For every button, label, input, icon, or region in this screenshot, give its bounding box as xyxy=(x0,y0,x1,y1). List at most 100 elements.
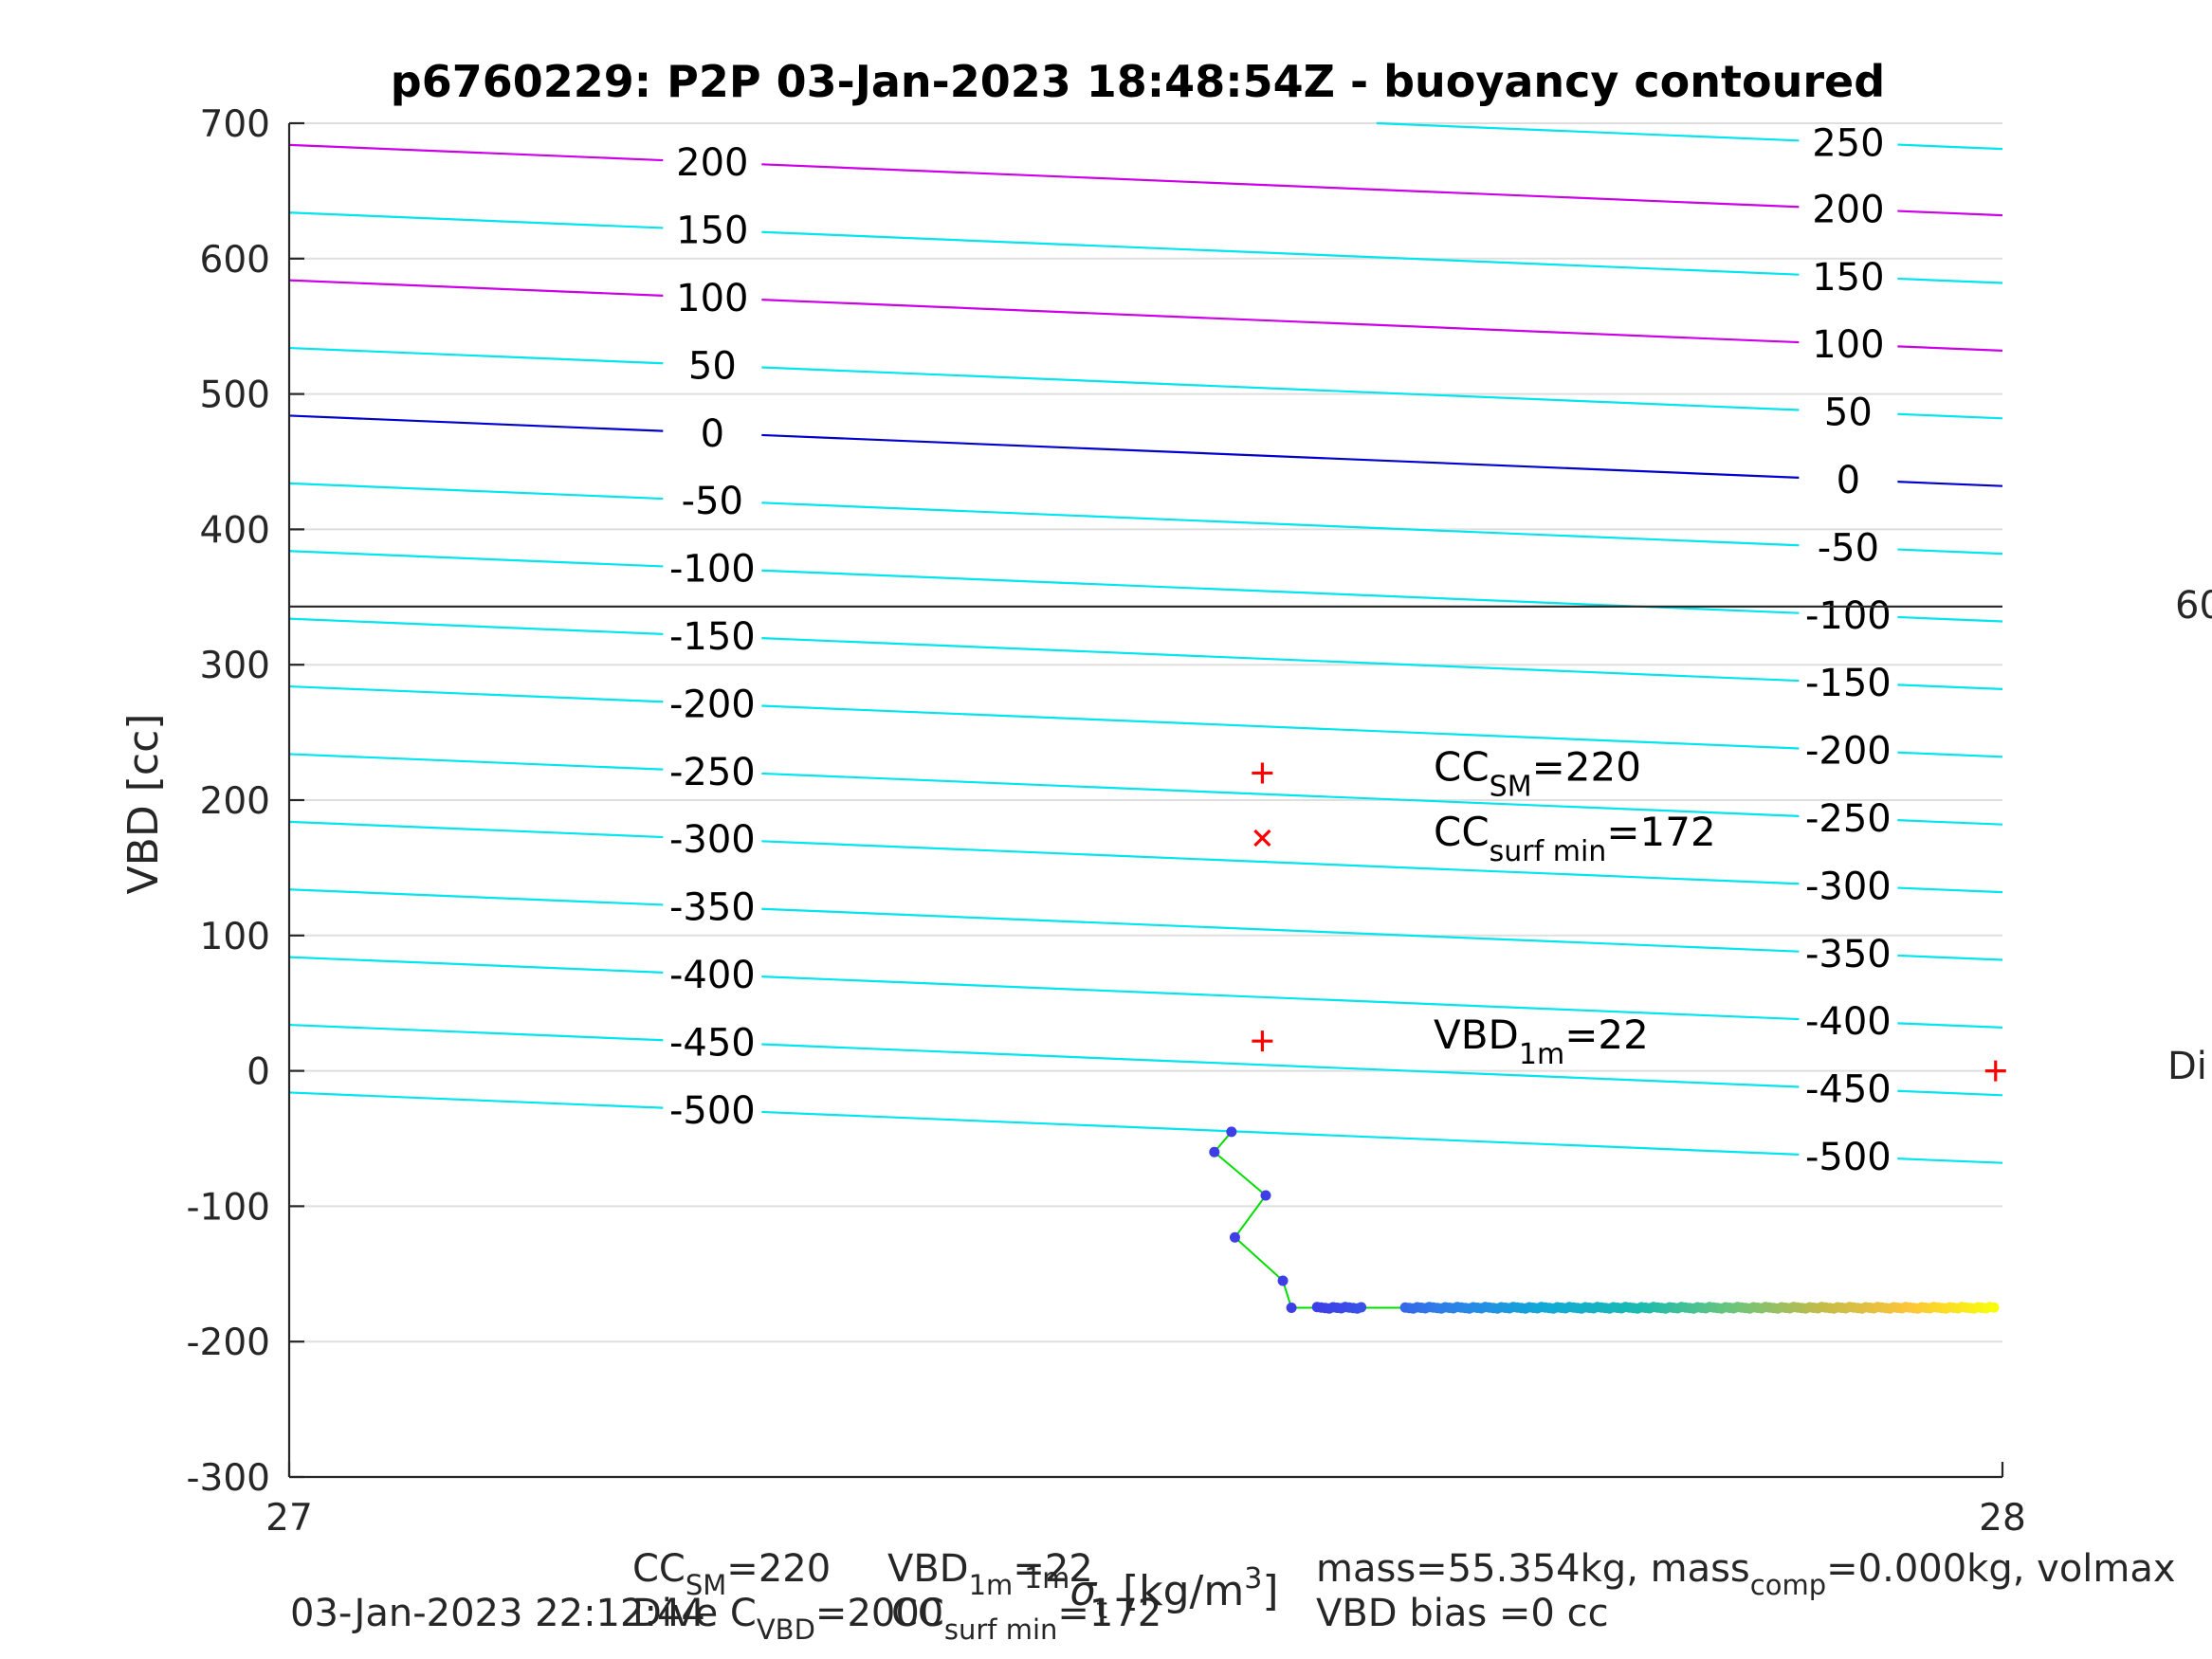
contour-label: -50 xyxy=(682,480,743,523)
contour-line xyxy=(1897,481,2003,487)
plus-marker xyxy=(1252,1030,1273,1052)
contour-line xyxy=(761,433,1800,479)
contour-line xyxy=(1376,121,1800,142)
footer-vbd-bias: VBD bias =0 cc xyxy=(1316,1592,1609,1635)
contour-line xyxy=(1897,615,2003,623)
contour-line xyxy=(761,163,1800,209)
x-axis-label-sub: t xyxy=(1096,1593,1107,1626)
contour-line xyxy=(288,684,664,703)
contour-line xyxy=(761,230,1800,276)
contour-label: 200 xyxy=(676,141,748,185)
contour-label: 50 xyxy=(1824,392,1873,435)
contour-label: 0 xyxy=(701,412,724,456)
contour-line xyxy=(1897,210,2003,217)
data-point xyxy=(1229,1231,1240,1243)
x-axis-label-unit: [kg/m xyxy=(1123,1567,1244,1615)
x-axis-label-unit-close: ] xyxy=(1262,1567,1278,1615)
contour-label: 150 xyxy=(676,210,748,253)
contour-label: 100 xyxy=(1812,323,1884,367)
footer-cc-surf-min: CCsurf min=172 xyxy=(891,1592,1161,1646)
contour-label: -300 xyxy=(669,818,756,862)
footer-vbd: VBD1m=22 xyxy=(887,1547,1093,1601)
markers: CCSM=220 CCsurf min=172 VBD1m=22 xyxy=(1252,743,2006,1082)
clipped-label-bottom: Di xyxy=(2167,1045,2207,1088)
contour-line xyxy=(761,840,1800,885)
contour-line xyxy=(288,888,664,906)
y-tick-label: 500 xyxy=(200,374,270,417)
contour-line xyxy=(761,704,1800,750)
contour-label: -250 xyxy=(669,751,756,794)
footer-dive-c-vbd: Dive CVBD=2000 xyxy=(632,1592,943,1646)
plus-marker xyxy=(1252,762,1273,784)
contour-label: -400 xyxy=(669,954,756,997)
contour-label: -50 xyxy=(1818,526,1879,570)
contour-line xyxy=(1897,1158,2003,1164)
footer-timestamp: 03-Jan-2023 22:12:44 xyxy=(290,1592,705,1635)
contour-line xyxy=(1897,143,2003,151)
y-tick-label: 400 xyxy=(200,509,270,552)
y-tick-label: -300 xyxy=(186,1457,270,1500)
contour-label: 0 xyxy=(1837,459,1860,502)
chart-title: p6760229: P2P 03-Jan-2023 18:48:54Z - bu… xyxy=(391,56,1885,107)
contour-line xyxy=(288,956,664,974)
contour-line xyxy=(1897,819,2003,826)
contour-line xyxy=(1897,1022,2003,1030)
data-point xyxy=(1209,1146,1220,1158)
data-series xyxy=(1209,1126,2000,1314)
footer-mass: mass=55.354kg, masscomp=0.000kg, volmax xyxy=(1316,1547,2176,1601)
contour-line xyxy=(761,907,1800,953)
contour-line xyxy=(288,414,664,432)
contour-label: 250 xyxy=(1812,121,1884,165)
contour-line xyxy=(288,482,664,501)
contour-line xyxy=(288,279,664,297)
y-tick-label: -200 xyxy=(186,1322,270,1364)
data-point xyxy=(1226,1126,1237,1138)
contour-line xyxy=(761,975,1800,1021)
y-tick-label: 700 xyxy=(200,103,270,146)
contour-line xyxy=(288,1023,664,1042)
contour-line xyxy=(761,772,1800,817)
grid-lines xyxy=(289,122,2002,1478)
y-axis-label: VBD [cc] xyxy=(119,714,168,895)
contour-label: -150 xyxy=(669,615,756,659)
x-marker xyxy=(1253,829,1271,848)
contour-line xyxy=(288,1091,664,1109)
data-point xyxy=(1988,1302,2000,1313)
contour-label: -500 xyxy=(669,1089,756,1133)
contour-label: 100 xyxy=(676,277,748,320)
contour-label: 200 xyxy=(1812,188,1884,231)
x-tick-label: 27 xyxy=(265,1497,313,1540)
contour-line xyxy=(1897,751,2003,758)
contour-label: -500 xyxy=(1805,1136,1892,1179)
contour-line xyxy=(1897,412,2003,420)
contour-line xyxy=(1897,954,2003,961)
contour-line xyxy=(761,1043,1800,1088)
data-point xyxy=(1260,1190,1271,1201)
contour-line xyxy=(288,550,664,568)
buoyancy-contours: 250 200 200 150 150 100 100 50 50 0 0 -50 -50 -100 -10… xyxy=(288,121,2003,1179)
marker-annotation: CCSM=220 xyxy=(1434,743,1641,803)
y-tick-label: 300 xyxy=(200,645,270,687)
contour-line xyxy=(288,143,664,162)
contour-line xyxy=(288,617,664,635)
contour-label: -200 xyxy=(669,683,756,726)
y-tick-label: 0 xyxy=(247,1051,270,1094)
contour-line xyxy=(1897,684,2003,691)
contour-label: -300 xyxy=(1805,865,1892,908)
contour-line xyxy=(761,501,1800,547)
contour-line xyxy=(761,366,1800,411)
y-tick-label: 600 xyxy=(200,239,270,282)
footer-cc-sm: CCSM=220 xyxy=(632,1547,831,1601)
clipped-label-top: 60 xyxy=(2175,584,2212,628)
marker-annotation: CCsurf min=172 xyxy=(1434,809,1716,868)
contour-line xyxy=(761,637,1800,683)
contour-line xyxy=(288,211,664,229)
x-axis-label-sup: 1m xyxy=(1024,1562,1069,1595)
contour-line xyxy=(761,1110,1800,1156)
data-point xyxy=(1356,1302,1367,1313)
marker-annotation: VBD1m=22 xyxy=(1434,1012,1649,1071)
contour-line xyxy=(1897,886,2003,894)
contour-label: -450 xyxy=(669,1021,756,1065)
x-tick-label: 28 xyxy=(1979,1497,2026,1540)
